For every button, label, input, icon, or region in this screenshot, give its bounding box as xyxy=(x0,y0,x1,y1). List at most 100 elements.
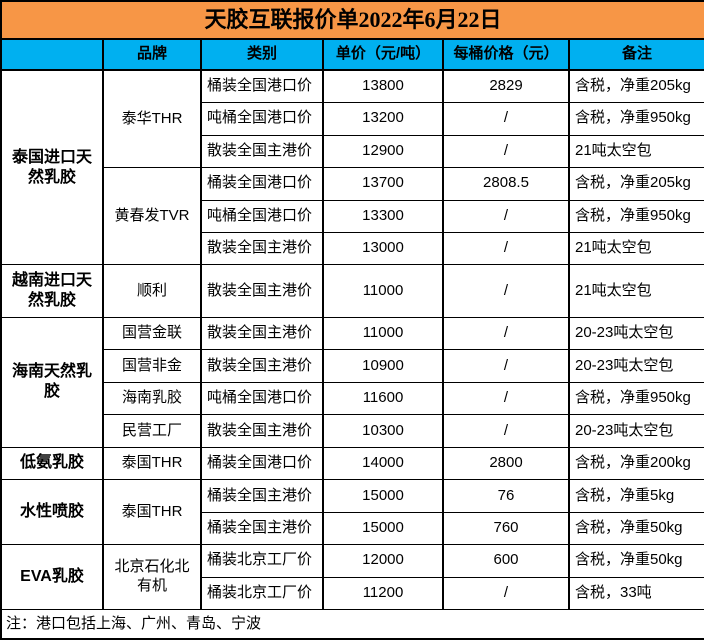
column-header-brand: 品牌 xyxy=(102,38,202,72)
unit-price-cell: 12000 xyxy=(322,544,444,578)
barrel-price-cell: / xyxy=(442,199,570,233)
remark-cell: 含税，净重50kg xyxy=(567,511,704,546)
unit-price-cell: 10300 xyxy=(322,414,444,448)
brand-cell: 泰国THR xyxy=(102,446,202,481)
barrel-price-cell: / xyxy=(442,264,570,318)
table-row: 吨桶全国港口价 13300 / 含税，净重950kg xyxy=(1,199,704,233)
category-cell: 水性喷胶 xyxy=(0,479,104,546)
brand-cell: 海南乳胶 xyxy=(102,381,202,416)
remark-cell: 20-23吨太空包 xyxy=(567,414,704,448)
table-row: 海南天然乳胶 国营金联 散装全国主港价 11000 / 20-23吨太空包 xyxy=(0,316,704,448)
barrel-price-cell: 760 xyxy=(442,511,570,546)
unit-price-cell: 11000 xyxy=(322,264,444,318)
table-row: 国营非金 散装全国主港价 10900 / 20-23吨太空包 xyxy=(1,349,704,383)
footnote-row: 注：港口包括上海、广州、青岛、宁波 xyxy=(0,609,704,640)
unit-price-cell: 13800 xyxy=(322,69,444,104)
column-header-remark: 备注 xyxy=(567,38,704,72)
unit-price-cell: 14000 xyxy=(322,446,444,481)
column-header-barrel-price: 每桶价格（元） xyxy=(442,38,570,72)
type-cell: 散装全国主港价 xyxy=(200,231,324,266)
brand-cell: 泰华THR xyxy=(102,69,202,169)
barrel-price-cell: 76 xyxy=(442,479,570,513)
type-cell: 散装全国主港价 xyxy=(200,414,324,448)
barrel-price-cell: / xyxy=(442,349,570,383)
remark-cell: 20-23吨太空包 xyxy=(567,349,704,383)
type-cell: 散装全国主港价 xyxy=(200,264,324,318)
brand-cell: 北京石化北有机 xyxy=(102,544,202,611)
table-row: 海南乳胶 吨桶全国港口价 11600 / 含税，净重950kg xyxy=(1,381,704,416)
barrel-price-cell: / xyxy=(442,316,570,351)
table-row: 黄春发TVR 桶装全国港口价 13700 2808.5 含税，净重205kg xyxy=(1,167,704,266)
unit-price-cell: 13000 xyxy=(322,231,444,266)
brand-cell: 民营工厂 xyxy=(102,414,202,448)
type-cell: 桶装全国主港价 xyxy=(200,479,324,513)
type-cell: 散装全国主港价 xyxy=(200,349,324,383)
remark-cell: 含税，净重950kg xyxy=(567,102,704,136)
category-cell: EVA乳胶 xyxy=(0,544,104,611)
barrel-price-cell: 600 xyxy=(442,544,570,578)
remark-cell: 20-23吨太空包 xyxy=(567,316,704,351)
type-cell: 桶装全国主港价 xyxy=(200,511,324,546)
brand-cell: 黄春发TVR xyxy=(102,167,202,266)
brand-cell: 顺利 xyxy=(102,264,202,318)
unit-price-cell: 11600 xyxy=(322,381,444,416)
remark-cell: 21吨太空包 xyxy=(567,231,704,266)
table-row: 越南进口天然乳胶 顺利 散装全国主港价 11000 / 21吨太空包 xyxy=(0,264,704,318)
barrel-price-cell: / xyxy=(442,381,570,416)
type-cell: 散装全国主港价 xyxy=(200,316,324,351)
type-cell: 吨桶全国港口价 xyxy=(200,102,324,136)
type-cell: 吨桶全国港口价 xyxy=(200,381,324,416)
category-cell: 低氨乳胶 xyxy=(0,446,104,481)
unit-price-cell: 13200 xyxy=(322,102,444,136)
table-row: 泰国进口天然乳胶 泰华THR 桶装全国港口价 13800 2829 含税，净重2… xyxy=(0,69,704,266)
table-row: 散装全国主港价 13000 / 21吨太空包 xyxy=(1,231,704,266)
brand-cell: 国营非金 xyxy=(102,349,202,383)
title-row: 天胶互联报价单2022年6月22日 xyxy=(0,0,704,40)
unit-price-cell: 12900 xyxy=(322,134,444,169)
barrel-price-cell: / xyxy=(442,134,570,169)
column-header-type: 类别 xyxy=(200,38,324,72)
unit-price-cell: 15000 xyxy=(322,479,444,513)
table-row: 桶装全国主港价 15000 760 含税，净重50kg xyxy=(1,511,704,546)
brand-cell: 泰国THR xyxy=(102,479,202,546)
remark-cell: 含税，33吨 xyxy=(567,576,704,611)
unit-price-cell: 13300 xyxy=(322,199,444,233)
type-cell: 桶装全国港口价 xyxy=(200,69,324,104)
type-cell: 散装全国主港价 xyxy=(200,134,324,169)
remark-cell: 含税，净重205kg xyxy=(567,167,704,201)
remark-cell: 含税，净重200kg xyxy=(567,446,704,481)
page-title: 天胶互联报价单2022年6月22日 xyxy=(0,0,704,40)
type-cell: 吨桶全国港口价 xyxy=(200,199,324,233)
barrel-price-cell: / xyxy=(442,576,570,611)
barrel-price-cell: 2808.5 xyxy=(442,167,570,201)
column-header-category xyxy=(0,38,104,72)
unit-price-cell: 13700 xyxy=(322,167,444,201)
remark-cell: 含税，净重950kg xyxy=(567,199,704,233)
barrel-price-cell: 2800 xyxy=(442,446,570,481)
table-row: 桶装北京工厂价 11200 / 含税，33吨 xyxy=(1,576,704,611)
remark-cell: 21吨太空包 xyxy=(567,264,704,318)
table-row: 水性喷胶 泰国THR 桶装全国主港价 15000 76 含税，净重5kg xyxy=(0,479,704,546)
table-row: 民营工厂 散装全国主港价 10300 / 20-23吨太空包 xyxy=(1,414,704,448)
unit-price-cell: 11000 xyxy=(322,316,444,351)
type-cell: 桶装北京工厂价 xyxy=(200,576,324,611)
table-row: EVA乳胶 北京石化北有机 桶装北京工厂价 12000 600 含税，净重50k… xyxy=(0,544,704,611)
unit-price-cell: 11200 xyxy=(322,576,444,611)
remark-cell: 21吨太空包 xyxy=(567,134,704,169)
unit-price-cell: 10900 xyxy=(322,349,444,383)
category-cell: 海南天然乳胶 xyxy=(0,316,104,448)
brand-cell: 国营金联 xyxy=(102,316,202,351)
category-cell: 泰国进口天然乳胶 xyxy=(0,69,104,266)
type-cell: 桶装全国港口价 xyxy=(200,167,324,201)
table-row: 低氨乳胶 泰国THR 桶装全国港口价 14000 2800 含税，净重200kg xyxy=(0,446,704,481)
remark-cell: 含税，净重950kg xyxy=(567,381,704,416)
type-cell: 桶装全国港口价 xyxy=(200,446,324,481)
barrel-price-cell: / xyxy=(442,102,570,136)
remark-cell: 含税，净重5kg xyxy=(567,479,704,513)
header-row: 品牌 类别 单价（元/吨） 每桶价格（元） 备注 xyxy=(0,38,704,72)
table-row: 散装全国主港价 12900 / 21吨太空包 xyxy=(1,134,704,169)
footnote: 注：港口包括上海、广州、青岛、宁波 xyxy=(0,609,704,640)
barrel-price-cell: / xyxy=(442,231,570,266)
type-cell: 桶装北京工厂价 xyxy=(200,544,324,578)
